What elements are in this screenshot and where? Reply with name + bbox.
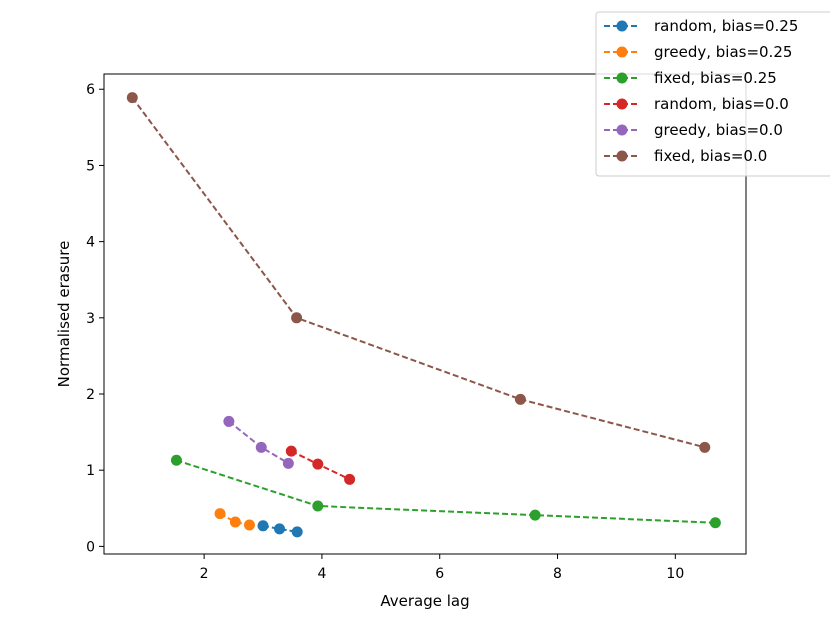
legend-label: greedy, bias=0.0 (654, 121, 783, 139)
data-point (274, 523, 286, 535)
data-point (699, 441, 711, 453)
legend-entry: fixed, bias=0.0 (604, 147, 767, 165)
data-point (312, 458, 324, 470)
legend-box (595, 11, 830, 177)
series-2 (170, 454, 721, 529)
legend-entry: random, bias=0.0 (604, 95, 789, 113)
data-point (126, 92, 138, 104)
data-point (257, 520, 269, 532)
legend-marker (616, 124, 628, 136)
data-point (312, 500, 324, 512)
series-line (262, 524, 298, 533)
x-tick-label: 2 (200, 566, 209, 582)
series-1 (214, 508, 255, 531)
legend-entry: fixed, bias=0.25 (604, 69, 777, 87)
x-tick-label: 10 (666, 566, 684, 582)
series-line (131, 97, 706, 449)
x-axis-ticks: 2 4 6 8 10 (200, 554, 684, 582)
y-tick-label: 2 (86, 387, 95, 403)
legend-label: random, bias=0.25 (654, 17, 798, 35)
data-point (514, 393, 526, 405)
legend-label: greedy, bias=0.25 (654, 43, 792, 61)
data-point (529, 509, 541, 521)
legend-marker (616, 72, 628, 84)
x-axis-label: Average lag (380, 592, 469, 610)
data-point (291, 526, 303, 538)
legend-marker (616, 46, 628, 58)
y-tick-label: 3 (86, 311, 95, 327)
data-point (243, 519, 255, 531)
y-tick-label: 1 (86, 463, 95, 479)
data-point (223, 415, 235, 427)
data-point (255, 441, 267, 453)
legend-entry: random, bias=0.25 (604, 17, 798, 35)
y-tick-label: 5 (86, 158, 95, 174)
legend-marker (616, 150, 628, 162)
data-point (291, 312, 303, 324)
legend-label: random, bias=0.0 (654, 95, 789, 113)
data-point (344, 473, 356, 485)
legend-label: fixed, bias=0.0 (654, 147, 767, 165)
y-tick-label: 4 (86, 235, 95, 251)
series-line (176, 459, 716, 524)
series-0 (257, 520, 303, 538)
x-tick-label: 8 (553, 566, 562, 582)
series-layer (126, 92, 721, 538)
series-4 (223, 415, 294, 469)
legend-label: fixed, bias=0.25 (654, 69, 777, 87)
data-point (282, 457, 294, 469)
data-point (285, 445, 297, 457)
legend: random, bias=0.25 greedy, bias=0.25 fixed,… (595, 11, 830, 177)
legend-marker (616, 20, 628, 32)
legend-entry: greedy, bias=0.0 (604, 121, 783, 139)
plot-frame (103, 73, 747, 555)
legend-marker (616, 98, 628, 110)
x-tick-label: 6 (435, 566, 444, 582)
series-3 (285, 445, 356, 485)
y-tick-label: 0 (86, 539, 95, 555)
x-tick-label: 4 (317, 566, 326, 582)
legend-entry: greedy, bias=0.25 (604, 43, 792, 61)
y-axis-ticks: 0 1 2 3 4 5 6 (86, 82, 104, 555)
series-5 (126, 92, 711, 453)
y-axis-label: Normalised erasure (55, 241, 73, 388)
data-point (229, 516, 241, 528)
data-point (214, 508, 226, 520)
y-tick-label: 6 (86, 82, 95, 98)
data-point (170, 454, 182, 466)
data-point (709, 517, 721, 529)
